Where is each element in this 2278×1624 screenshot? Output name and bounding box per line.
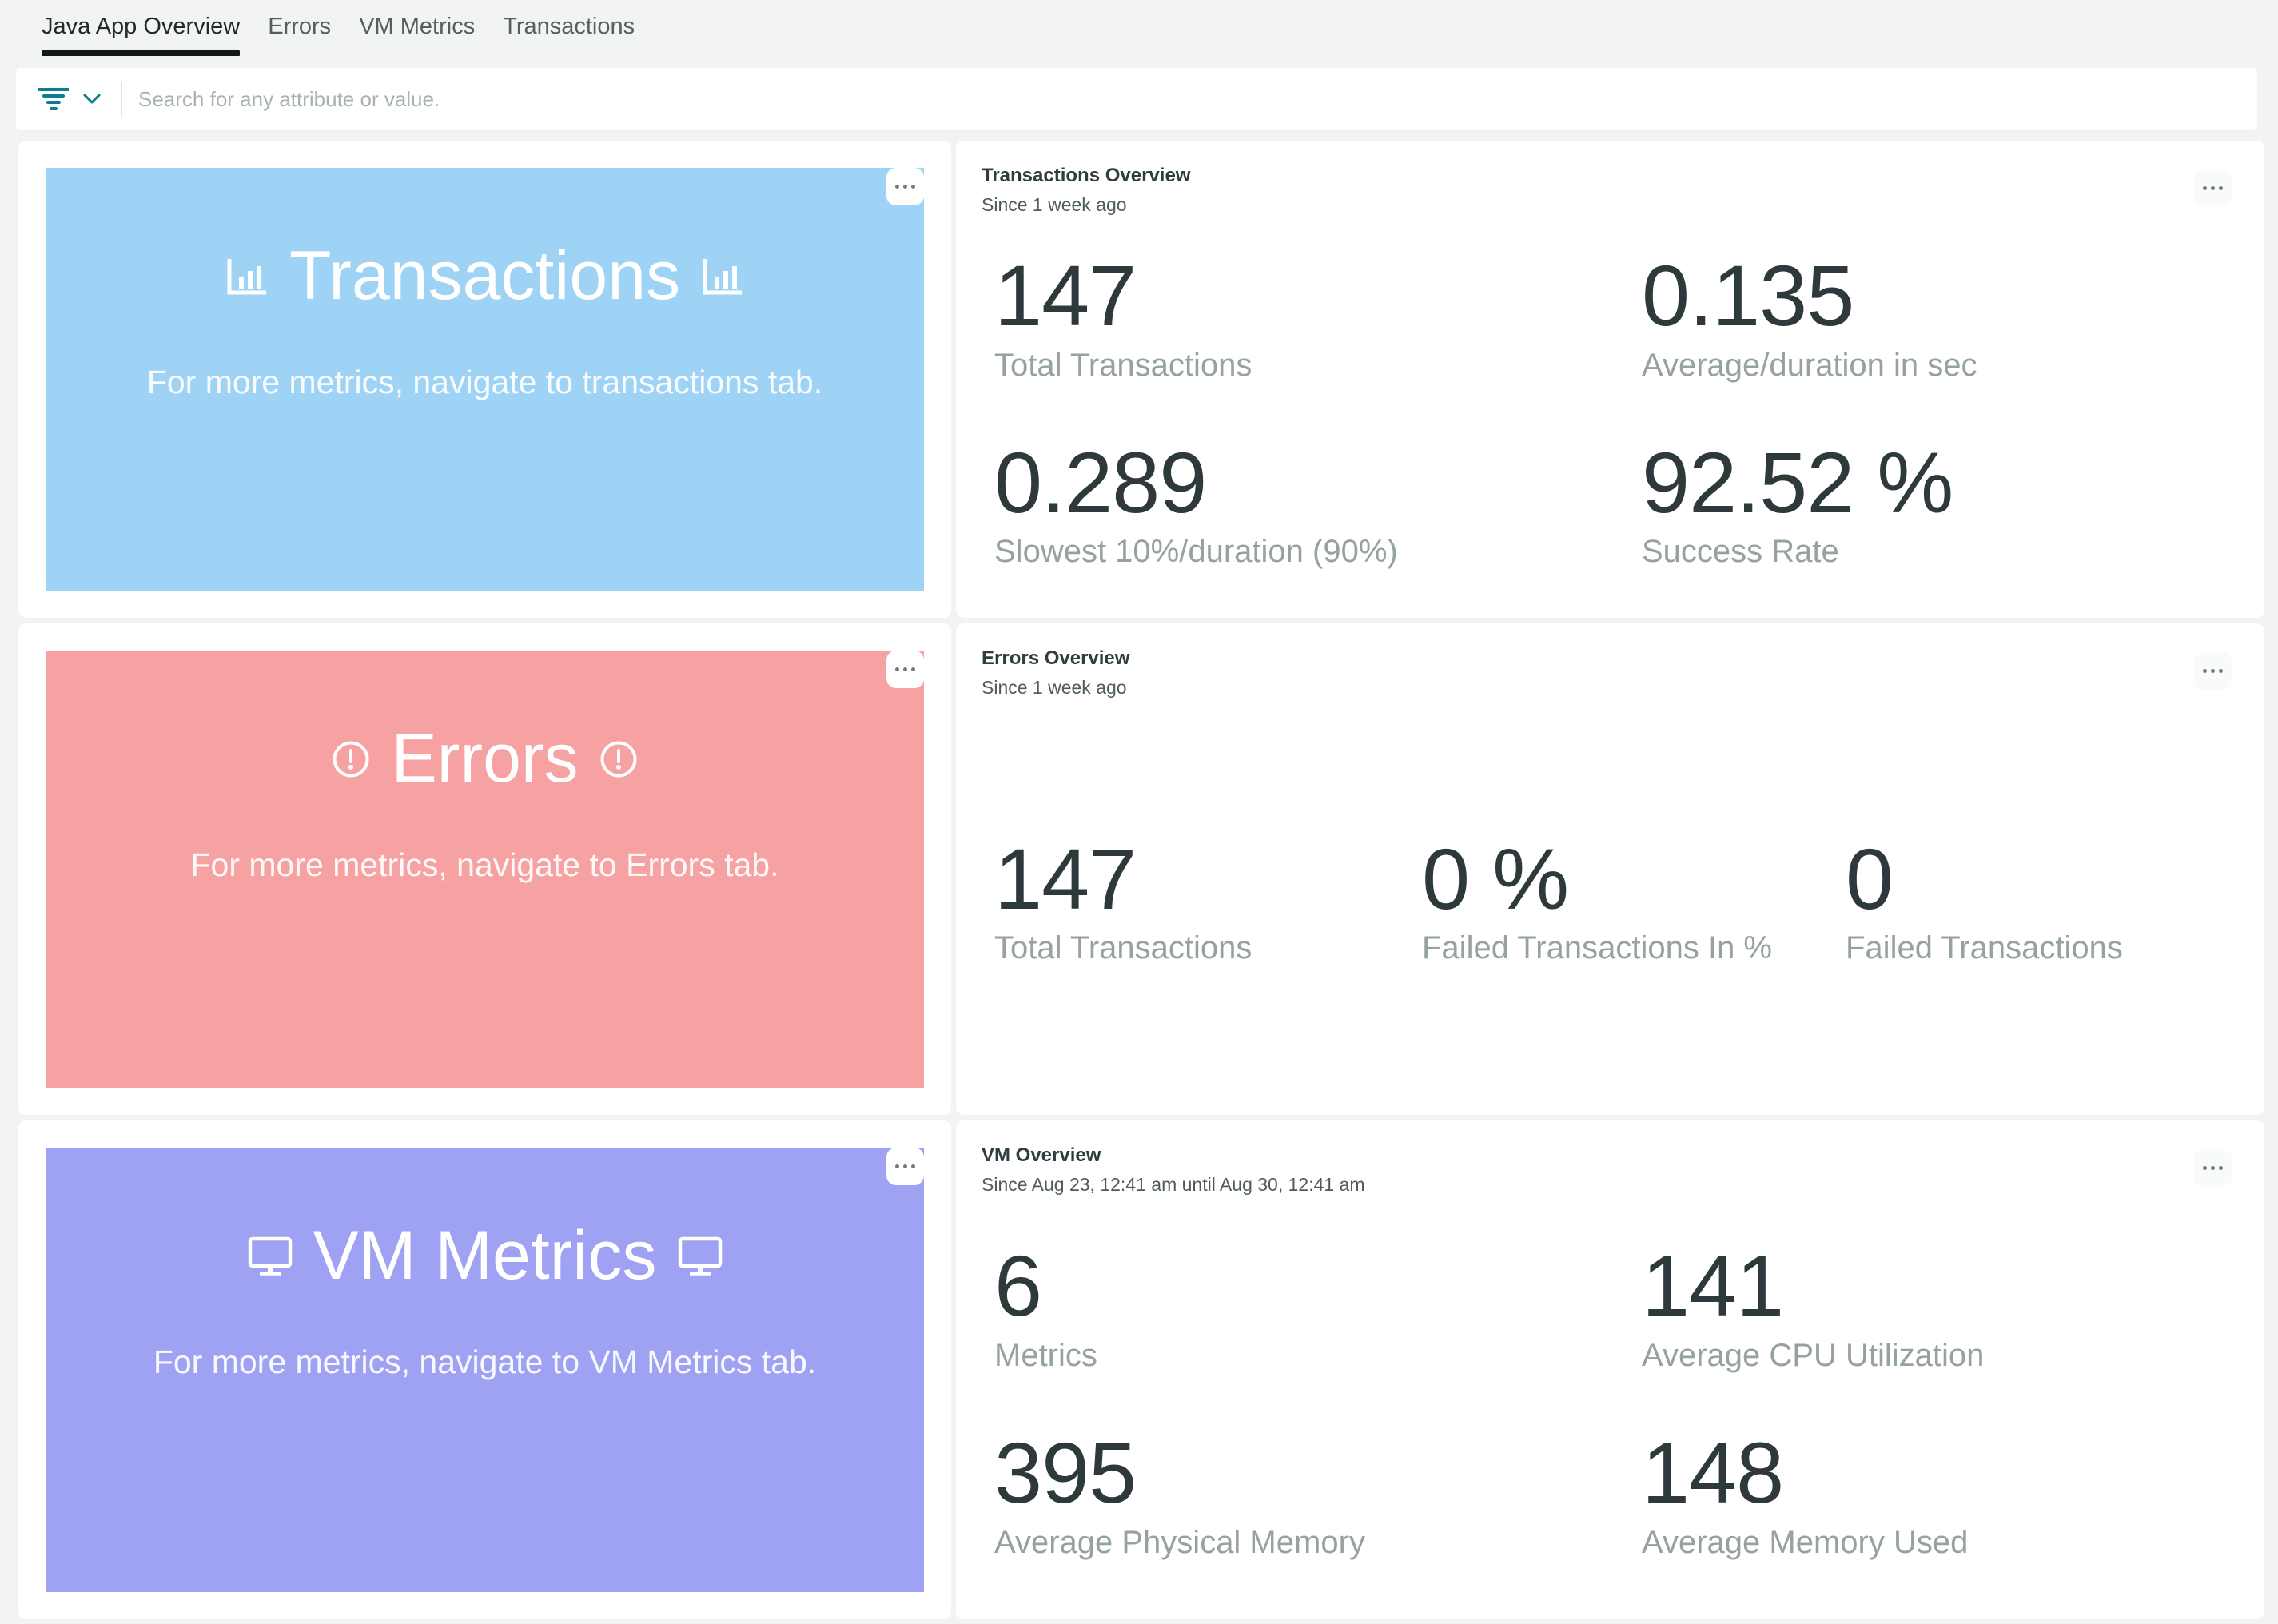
metrics-grid: 147 Total Transactions 0 % Failed Transa… xyxy=(994,699,2239,1091)
card-title: VM Overview xyxy=(982,1144,1101,1166)
metric-value: 147 xyxy=(994,246,1137,344)
tab-vm-metrics[interactable]: VM Metrics xyxy=(359,14,476,39)
metric: 141 Average CPU Utilization xyxy=(1642,1237,2239,1374)
metric-label: Failed Transactions In % xyxy=(1422,930,1772,966)
more-options-button[interactable] xyxy=(2194,1149,2232,1187)
tab-transactions[interactable]: Transactions xyxy=(503,14,635,39)
metric-label: Success Rate xyxy=(1642,534,1839,570)
filter-search-bar xyxy=(16,68,2257,130)
promo-subtitle: For more metrics, navigate to transactio… xyxy=(146,364,823,401)
dashboard-tab-bar: Java App Overview Errors VM Metrics Tran… xyxy=(0,0,2278,56)
metric-value: 141 xyxy=(1642,1237,1784,1335)
promo-title-text: Errors xyxy=(391,720,579,797)
tab-errors[interactable]: Errors xyxy=(268,14,332,39)
transactions-promo-tile: Transactions For more metrics, navigate … xyxy=(46,168,924,591)
vm-overview-card: VM Overview Since Aug 23, 12:41 am until… xyxy=(956,1120,2264,1619)
monitor-icon xyxy=(248,1236,293,1276)
metric-label: Average CPU Utilization xyxy=(1642,1338,1985,1373)
bar-chart-icon xyxy=(225,257,269,296)
vm-metrics-promo-card: VM Metrics For more metrics, navigate to… xyxy=(18,1120,951,1619)
filter-funnel-icon[interactable] xyxy=(38,87,69,111)
ellipsis-icon xyxy=(895,1164,899,1168)
metric: 6 Metrics xyxy=(994,1237,1642,1374)
ellipsis-icon xyxy=(2203,669,2207,673)
metric: 0 % Failed Transactions In % xyxy=(1422,830,1846,967)
metric-label: Slowest 10%/duration (90%) xyxy=(994,534,1398,570)
card-time-range: Since Aug 23, 12:41 am until Aug 30, 12:… xyxy=(982,1174,1365,1195)
promo-subtitle: For more metrics, navigate to Errors tab… xyxy=(190,846,779,884)
ellipsis-icon xyxy=(895,185,899,189)
transactions-promo-card: Transactions For more metrics, navigate … xyxy=(18,141,951,618)
card-time-range: Since 1 week ago xyxy=(982,194,1127,215)
metric-value: 395 xyxy=(994,1424,1137,1521)
ellipsis-icon xyxy=(2203,1166,2207,1170)
metric-label: Average Memory Used xyxy=(1642,1524,1969,1560)
card-title: Errors Overview xyxy=(982,647,1130,669)
more-options-button[interactable] xyxy=(886,168,924,205)
monitor-icon xyxy=(678,1236,723,1276)
search-input[interactable] xyxy=(137,86,2257,113)
metric: 395 Average Physical Memory xyxy=(994,1424,1642,1561)
alert-circle-icon xyxy=(332,740,370,778)
metric-label: Failed Transactions xyxy=(1846,930,2123,966)
vm-metrics-promo-tile: VM Metrics For more metrics, navigate to… xyxy=(46,1148,924,1592)
card-time-range: Since 1 week ago xyxy=(982,677,1127,698)
metric-value: 6 xyxy=(994,1237,1042,1335)
card-title: Transactions Overview xyxy=(982,165,1191,186)
more-options-button[interactable] xyxy=(886,1148,924,1185)
metric-value: 0 xyxy=(1846,830,1894,927)
metric-value: 92.52 % xyxy=(1642,433,1953,531)
promo-title: Transactions xyxy=(225,235,744,317)
metric-value: 0.289 xyxy=(994,433,1207,531)
metric-value: 148 xyxy=(1642,1424,1784,1521)
metric-value: 0 % xyxy=(1422,830,1569,927)
search-divider xyxy=(121,82,122,117)
ellipsis-icon xyxy=(2203,186,2207,190)
metric: 92.52 % Success Rate xyxy=(1642,433,2239,571)
metric: 148 Average Memory Used xyxy=(1642,1424,2239,1561)
ellipsis-icon xyxy=(895,667,899,671)
promo-title-text: Transactions xyxy=(289,237,681,314)
promo-title-text: VM Metrics xyxy=(313,1217,657,1294)
metric: 147 Total Transactions xyxy=(994,246,1642,384)
metric-label: Average/duration in sec xyxy=(1642,347,1977,383)
metric: 0.135 Average/duration in sec xyxy=(1642,246,2239,384)
transactions-overview-card: Transactions Overview Since 1 week ago 1… xyxy=(956,141,2264,618)
metric-label: Metrics xyxy=(994,1338,1097,1373)
metric-label: Total Transactions xyxy=(994,930,1253,966)
errors-promo-card: Errors For more metrics, navigate to Err… xyxy=(18,623,951,1115)
promo-subtitle: For more metrics, navigate to VM Metrics… xyxy=(153,1343,817,1381)
more-options-button[interactable] xyxy=(886,651,924,688)
dashboard-grid: Transactions For more metrics, navigate … xyxy=(18,141,2264,1619)
metric: 0 Failed Transactions xyxy=(1846,830,2239,967)
bar-chart-icon xyxy=(701,257,744,296)
metric: 147 Total Transactions xyxy=(994,830,1422,967)
more-options-button[interactable] xyxy=(2194,652,2232,690)
promo-title: Errors xyxy=(332,718,637,800)
tab-java-app-overview[interactable]: Java App Overview xyxy=(42,0,241,56)
errors-promo-tile: Errors For more metrics, navigate to Err… xyxy=(46,651,924,1088)
chevron-down-icon[interactable] xyxy=(83,94,101,105)
alert-circle-icon xyxy=(599,740,638,778)
metric-label: Total Transactions xyxy=(994,347,1253,383)
metrics-grid: 147 Total Transactions 0.135 Average/dur… xyxy=(994,216,2239,594)
promo-title: VM Metrics xyxy=(248,1215,723,1297)
metric-value: 147 xyxy=(994,830,1137,927)
errors-overview-card: Errors Overview Since 1 week ago 147 Tot… xyxy=(956,623,2264,1115)
metric: 0.289 Slowest 10%/duration (90%) xyxy=(994,433,1642,571)
metrics-grid: 6 Metrics 141 Average CPU Utilization 39… xyxy=(994,1196,2239,1595)
metric-label: Average Physical Memory xyxy=(994,1524,1365,1560)
metric-value: 0.135 xyxy=(1642,246,1854,344)
more-options-button[interactable] xyxy=(2194,169,2232,207)
